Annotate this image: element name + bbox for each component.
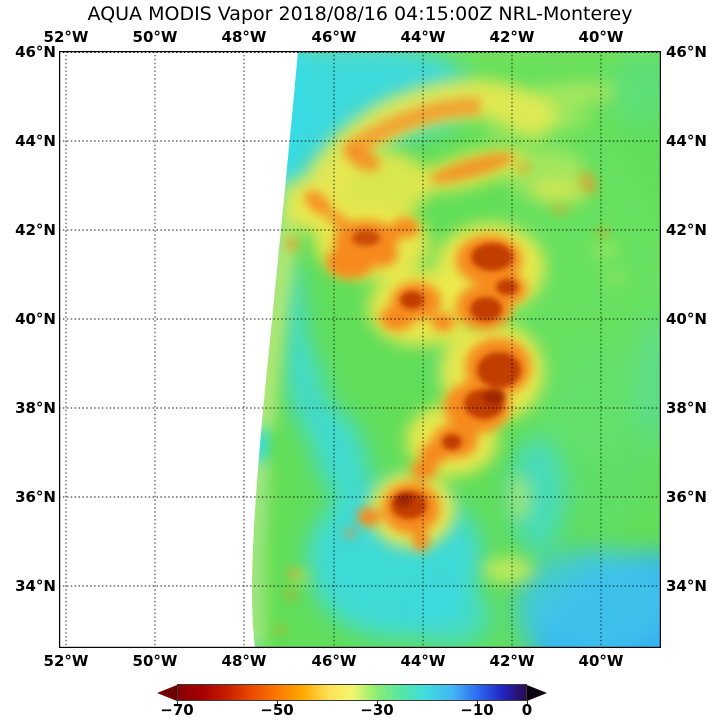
colorbar-tick-10	[477, 701, 478, 705]
colorbar-tick-30	[377, 701, 378, 705]
lat-label-left-44n: 44°N	[15, 132, 56, 150]
lon-label-bottom-40w: 40°W	[578, 652, 624, 670]
lon-label-bottom-42w: 42°W	[489, 652, 535, 670]
colorbar-label-30: −30	[360, 701, 394, 719]
colorbar-tick-0	[527, 701, 528, 705]
lon-label-top-48w: 48°W	[221, 28, 267, 46]
vapor-image	[58, 37, 720, 723]
map-plot	[58, 37, 720, 723]
lon-label-top-46w: 46°W	[311, 28, 357, 46]
lat-label-left-46n: 46°N	[15, 43, 56, 61]
grid-lines	[59, 51, 661, 648]
lat-label-right-40n: 40°N	[666, 310, 707, 328]
lat-label-left-36n: 36°N	[15, 488, 56, 506]
lat-label-left-34n: 34°N	[15, 577, 56, 595]
lat-label-right-38n: 38°N	[666, 399, 707, 417]
lat-label-right-44n: 44°N	[666, 132, 707, 150]
colorbar-tick-50	[277, 701, 278, 705]
axes-border	[58, 50, 661, 648]
colorbar-label-70: −70	[160, 701, 194, 719]
colorbar	[157, 684, 547, 701]
lat-label-left-40n: 40°N	[15, 310, 56, 328]
lat-label-left-42n: 42°N	[15, 221, 56, 239]
lon-label-top-44w: 44°W	[400, 28, 446, 46]
colorbar-label-10: −10	[460, 701, 494, 719]
convection-cores	[352, 230, 521, 519]
lat-label-right-36n: 36°N	[666, 488, 707, 506]
colorbar-under-arrow	[157, 684, 177, 701]
colorbar-over-arrow	[527, 684, 547, 701]
lon-label-bottom-50w: 50°W	[132, 652, 178, 670]
lat-label-right-42n: 42°N	[666, 221, 707, 239]
lon-label-bottom-44w: 44°W	[400, 652, 446, 670]
lon-label-bottom-52w: 52°W	[43, 652, 89, 670]
lon-label-top-42w: 42°W	[489, 28, 535, 46]
lat-label-right-46n: 46°N	[666, 43, 707, 61]
no-data-region	[59, 51, 298, 648]
colorbar-label-0: 0	[521, 701, 533, 719]
lon-label-top-52w: 52°W	[43, 28, 89, 46]
figure-title: AQUA MODIS Vapor 2018/08/16 04:15:00Z NR…	[87, 3, 633, 25]
lat-label-right-34n: 34°N	[666, 577, 707, 595]
colorbar-label-50: −50	[260, 701, 294, 719]
lon-label-bottom-48w: 48°W	[221, 652, 267, 670]
lon-label-top-40w: 40°W	[578, 28, 624, 46]
colorbar-tick-70	[177, 701, 178, 705]
lon-label-bottom-46w: 46°W	[311, 652, 357, 670]
colorbar-gradient	[177, 684, 527, 701]
lat-label-left-38n: 38°N	[15, 399, 56, 417]
lon-label-top-50w: 50°W	[132, 28, 178, 46]
